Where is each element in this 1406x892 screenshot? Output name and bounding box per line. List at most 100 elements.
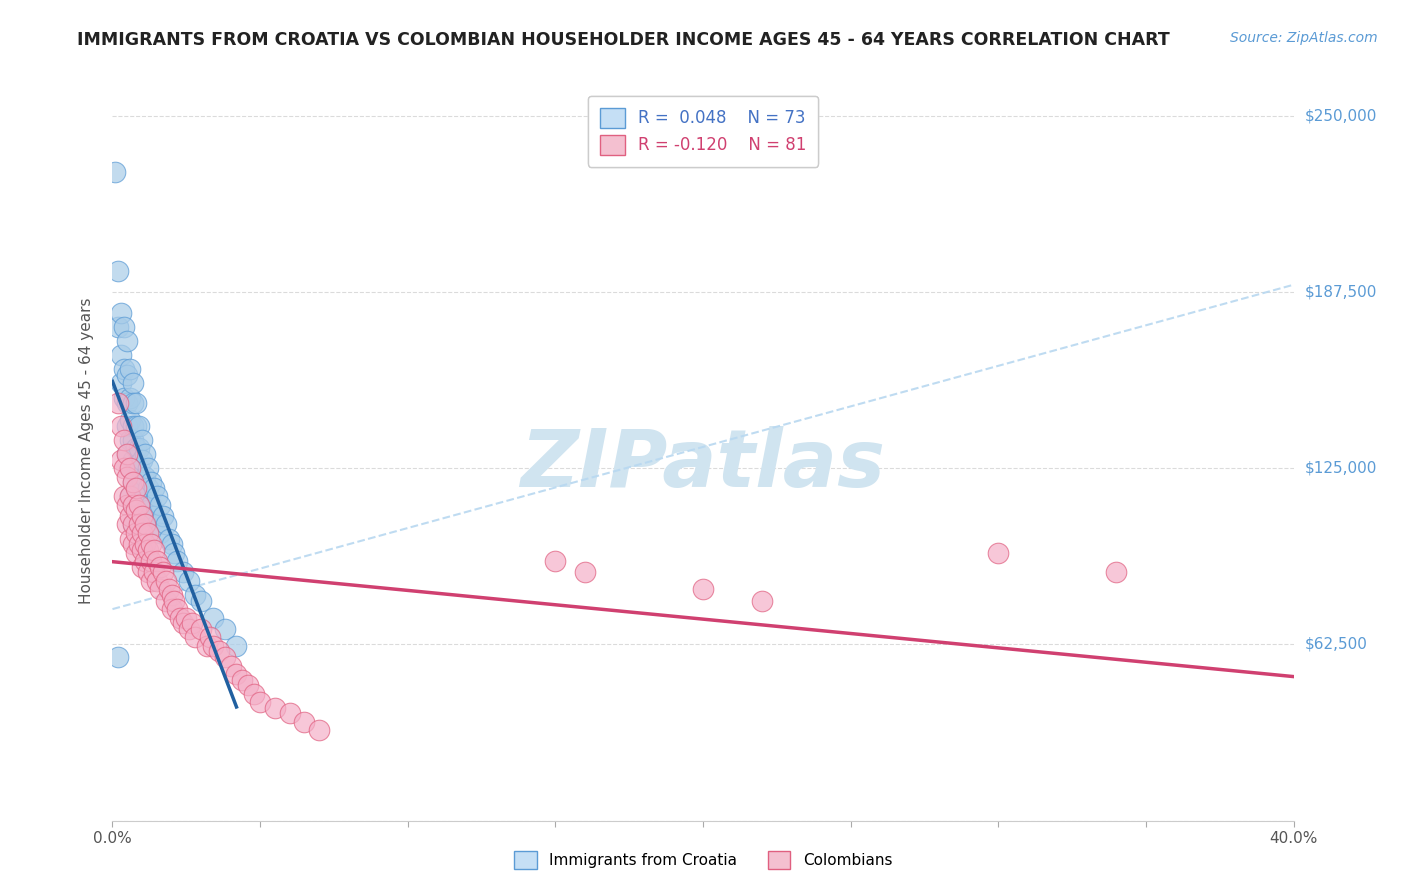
Point: [107, 396, 129, 410]
Point: [225, 639, 247, 653]
Point: [149, 525, 172, 540]
Point: [190, 622, 212, 636]
Point: [136, 542, 159, 557]
Text: IMMIGRANTS FROM CROATIA VS COLOMBIAN HOUSEHOLDER INCOME AGES 45 - 64 YEARS CORRE: IMMIGRANTS FROM CROATIA VS COLOMBIAN HOU…: [77, 31, 1170, 49]
Point: [544, 554, 567, 568]
Point: [120, 489, 142, 503]
Point: [149, 582, 172, 597]
Point: [152, 566, 174, 580]
Point: [112, 461, 135, 475]
Point: [166, 602, 188, 616]
Point: [117, 396, 138, 410]
Point: [155, 593, 177, 607]
Point: [184, 588, 207, 602]
Point: [122, 537, 145, 551]
Point: [139, 475, 162, 490]
Point: [134, 517, 156, 532]
Point: [172, 566, 194, 580]
Point: [692, 582, 714, 597]
Point: [131, 498, 153, 512]
Point: [128, 418, 150, 433]
Point: [152, 509, 174, 524]
Point: [125, 418, 148, 433]
Point: [122, 452, 145, 467]
Point: [110, 452, 132, 467]
Point: [131, 542, 153, 557]
Point: [219, 658, 242, 673]
Point: [136, 503, 159, 517]
Point: [136, 461, 159, 475]
Point: [136, 566, 159, 580]
Point: [120, 461, 142, 475]
Point: [122, 396, 145, 410]
Point: [751, 593, 773, 607]
Point: [142, 566, 165, 580]
Point: [131, 517, 153, 532]
Point: [120, 413, 142, 427]
Point: [181, 616, 204, 631]
Point: [104, 165, 127, 179]
Point: [117, 447, 138, 461]
Point: [107, 650, 129, 665]
Point: [117, 334, 138, 348]
Point: [134, 469, 156, 483]
Point: [157, 582, 180, 597]
Point: [131, 452, 153, 467]
Point: [128, 461, 150, 475]
Text: $62,500: $62,500: [1305, 637, 1368, 652]
Point: [987, 546, 1010, 560]
Point: [128, 509, 150, 524]
Point: [160, 602, 183, 616]
Point: [125, 442, 148, 456]
Point: [142, 542, 165, 557]
Point: [120, 362, 142, 376]
Point: [166, 554, 188, 568]
Point: [208, 644, 231, 658]
Point: [214, 622, 236, 636]
Point: [120, 461, 142, 475]
Point: [134, 537, 156, 551]
Point: [139, 498, 162, 512]
Point: [172, 616, 194, 631]
Point: [125, 503, 148, 517]
Point: [146, 574, 169, 588]
Point: [157, 532, 180, 546]
Point: [160, 588, 183, 602]
Point: [214, 650, 236, 665]
Y-axis label: Householder Income Ages 45 - 64 years: Householder Income Ages 45 - 64 years: [79, 297, 94, 604]
Point: [112, 320, 135, 334]
Point: [125, 525, 148, 540]
Point: [117, 498, 138, 512]
Point: [122, 498, 145, 512]
Point: [122, 418, 145, 433]
Point: [292, 714, 315, 729]
Point: [112, 433, 135, 447]
Point: [131, 525, 153, 540]
Point: [107, 263, 129, 277]
Point: [190, 593, 212, 607]
Point: [249, 695, 271, 709]
Point: [201, 610, 224, 624]
Point: [125, 546, 148, 560]
Point: [179, 574, 201, 588]
Point: [149, 498, 172, 512]
Point: [155, 517, 177, 532]
Point: [131, 433, 153, 447]
Point: [122, 498, 145, 512]
Point: [139, 574, 162, 588]
Point: [146, 517, 169, 532]
Text: $250,000: $250,000: [1305, 108, 1376, 123]
Point: [264, 701, 287, 715]
Point: [198, 630, 221, 644]
Point: [146, 554, 169, 568]
Point: [136, 481, 159, 495]
Point: [122, 376, 145, 391]
Point: [174, 610, 197, 624]
Point: [243, 687, 266, 701]
Point: [184, 630, 207, 644]
Point: [142, 481, 165, 495]
Point: [112, 489, 135, 503]
Point: [128, 517, 150, 532]
Point: [125, 481, 148, 495]
Point: [120, 391, 142, 405]
